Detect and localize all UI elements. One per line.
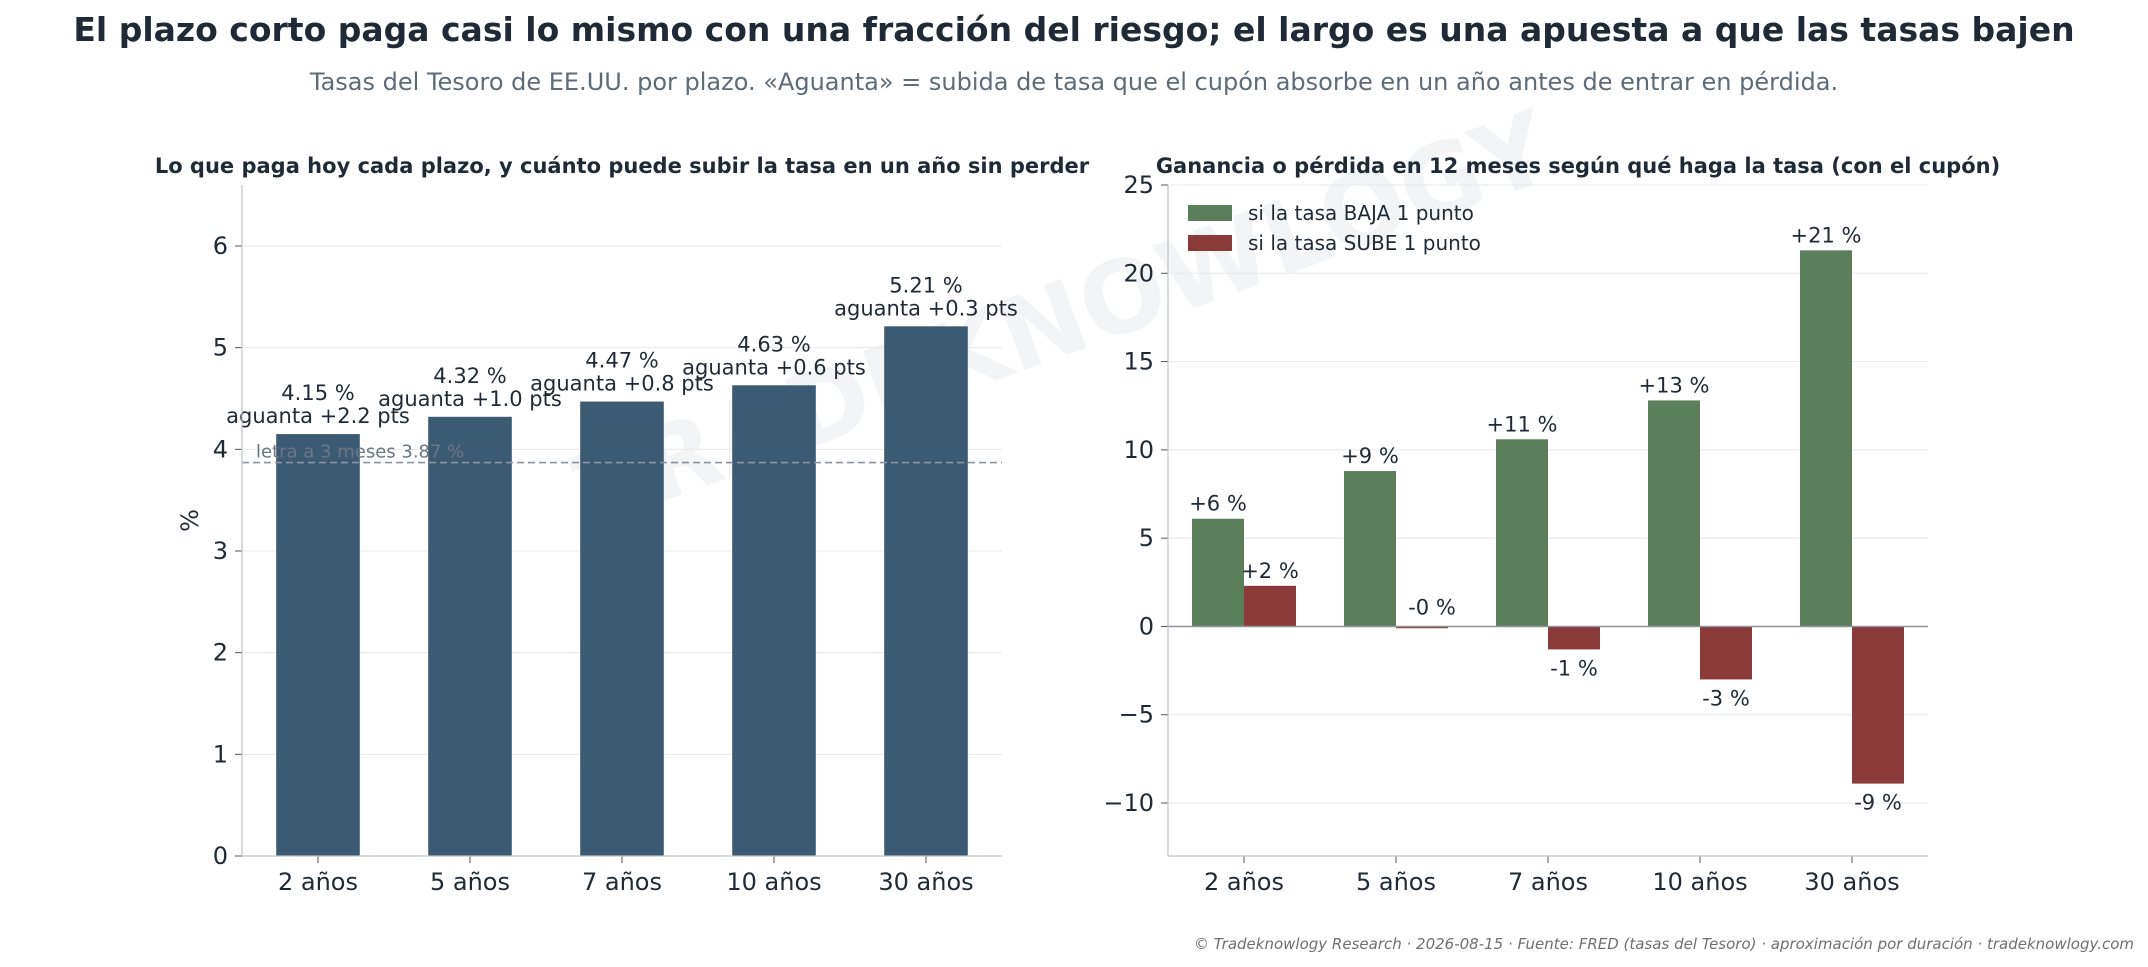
right-x-tick-label: 10 años xyxy=(1652,868,1747,896)
right-y-tick-label: 25 xyxy=(1123,171,1154,199)
legend-swatch-1 xyxy=(1188,235,1232,251)
right-value-label-1-0: +2 % xyxy=(1241,559,1299,583)
left-bar-1 xyxy=(428,416,512,856)
right-bar-sube-2 xyxy=(1548,626,1600,650)
right-value-label-0-0: +6 % xyxy=(1189,492,1247,516)
right-y-tick-label: 10 xyxy=(1123,436,1154,464)
left-x-tick-label: 10 años xyxy=(726,868,821,896)
left-y-tick-label: 0 xyxy=(213,842,228,870)
left-y-tick-label: 6 xyxy=(213,232,228,260)
subtitle: Tasas del Tesoro de EE.UU. por plazo. «A… xyxy=(309,68,1839,96)
right-value-label-1-3: -3 % xyxy=(1702,686,1750,710)
left-sub-label-4: aguanta +0.3 pts xyxy=(834,296,1018,320)
right-bar-baja-2 xyxy=(1496,439,1548,627)
left-bar-0 xyxy=(276,434,360,856)
right-value-label-0-1: +9 % xyxy=(1341,444,1399,468)
right-value-label-0-2: +11 % xyxy=(1487,412,1558,436)
right-y-tick-label: 5 xyxy=(1139,524,1154,552)
left-x-tick-label: 2 años xyxy=(278,868,358,896)
left-sub-label-3: aguanta +0.6 pts xyxy=(682,355,866,379)
left-value-label-3: 4.63 % xyxy=(737,332,810,356)
right-value-label-0-3: +13 % xyxy=(1639,373,1710,397)
right-value-label-1-1: -0 % xyxy=(1408,595,1456,619)
left-y-axis-label: % xyxy=(176,509,204,532)
right-bar-baja-4 xyxy=(1800,250,1852,627)
left-y-tick-label: 1 xyxy=(213,740,228,768)
right-bar-sube-4 xyxy=(1852,626,1904,784)
right-chart-title: Ganancia o pérdida en 12 meses según qué… xyxy=(1156,154,2000,178)
right-x-tick-label: 30 años xyxy=(1804,868,1899,896)
left-x-tick-label: 5 años xyxy=(430,868,510,896)
legend-label-1: si la tasa SUBE 1 punto xyxy=(1248,231,1481,255)
right-x-tick-label: 7 años xyxy=(1508,868,1588,896)
right-y-tick-label: −10 xyxy=(1103,789,1154,817)
right-bar-sube-3 xyxy=(1700,626,1752,680)
right-bar-sube-1 xyxy=(1396,626,1448,629)
left-x-tick-label: 30 años xyxy=(878,868,973,896)
right-x-tick-label: 5 años xyxy=(1356,868,1436,896)
left-sub-label-2: aguanta +0.8 pts xyxy=(530,372,714,396)
left-y-tick-label: 2 xyxy=(213,639,228,667)
right-x-tick-label: 2 años xyxy=(1204,868,1284,896)
left-y-tick-label: 4 xyxy=(213,435,228,463)
main-title: El plazo corto paga casi lo mismo con un… xyxy=(73,10,2075,49)
right-bar-baja-0 xyxy=(1192,518,1244,627)
left-chart-title: Lo que paga hoy cada plazo, y cuánto pue… xyxy=(155,154,1090,178)
left-sub-label-0: aguanta +2.2 pts xyxy=(226,404,410,428)
right-y-tick-label: 15 xyxy=(1123,348,1154,376)
right-y-tick-label: 20 xyxy=(1123,259,1154,287)
legend-swatch-0 xyxy=(1188,205,1232,221)
left-value-label-1: 4.32 % xyxy=(433,364,506,388)
left-bar-3 xyxy=(732,385,816,856)
left-sub-label-1: aguanta +1.0 pts xyxy=(378,387,562,411)
footer: © Tradeknowlogy Research · 2026-08-15 · … xyxy=(1193,935,2134,953)
right-value-label-1-4: -9 % xyxy=(1854,791,1902,815)
right-value-label-0-4: +21 % xyxy=(1791,223,1862,247)
right-value-label-1-2: -1 % xyxy=(1550,656,1598,680)
left-value-label-2: 4.47 % xyxy=(585,349,658,373)
right-y-tick-label: −5 xyxy=(1119,701,1154,729)
right-bar-baja-1 xyxy=(1344,471,1396,627)
left-value-label-4: 5.21 % xyxy=(889,273,962,297)
left-value-label-0: 4.15 % xyxy=(281,381,354,405)
left-y-tick-label: 3 xyxy=(213,537,228,565)
left-y-tick-label: 5 xyxy=(213,334,228,362)
right-bar-baja-3 xyxy=(1648,400,1700,627)
right-bar-sube-0 xyxy=(1244,585,1296,627)
left-x-tick-label: 7 años xyxy=(582,868,662,896)
left-bar-2 xyxy=(580,401,664,856)
right-y-tick-label: 0 xyxy=(1139,612,1154,640)
left-bar-4 xyxy=(884,326,968,857)
reference-label: letra a 3 meses 3.87 % xyxy=(256,442,464,463)
legend-label-0: si la tasa BAJA 1 punto xyxy=(1248,201,1474,225)
